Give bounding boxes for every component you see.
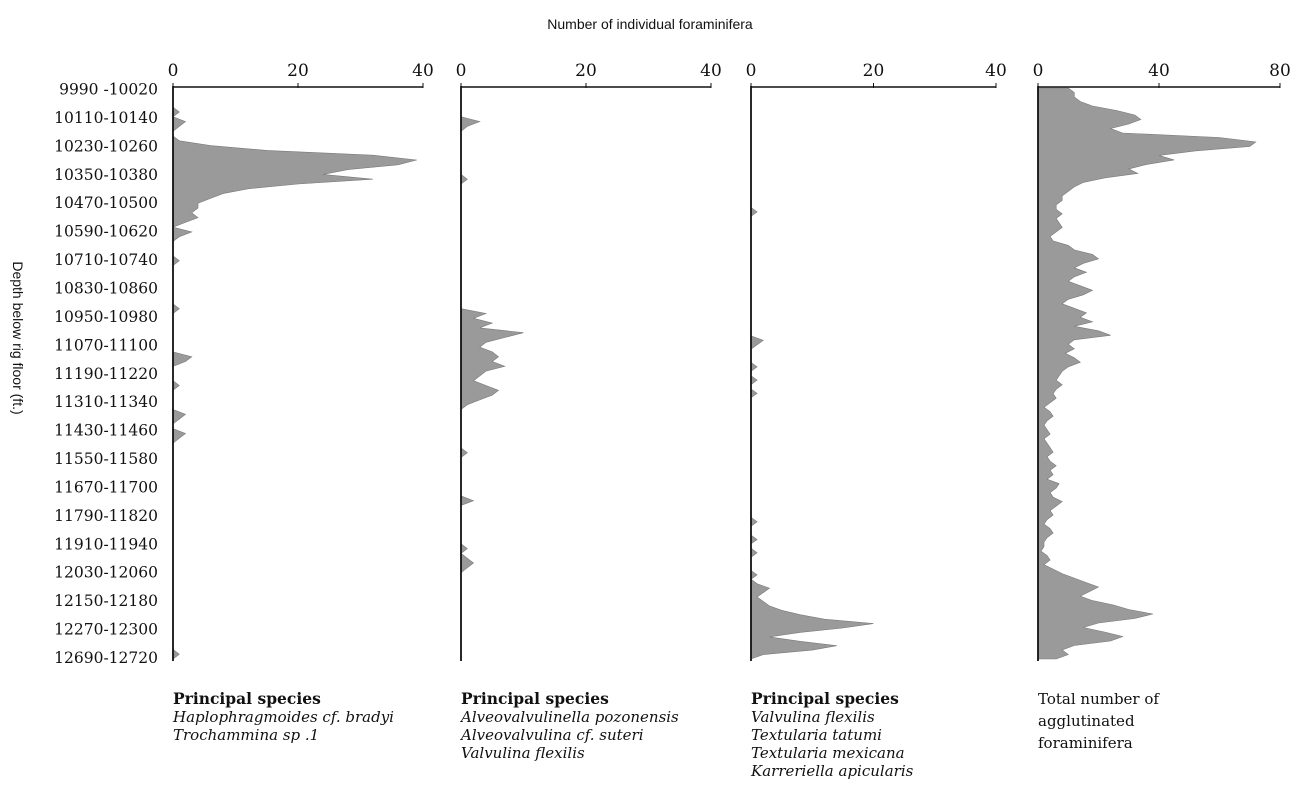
caption-title: Principal species	[461, 689, 609, 708]
depth-label: 10590-10620	[54, 223, 158, 241]
depth-label: 11430-11460	[54, 422, 158, 440]
x-tick-label: 40	[1148, 61, 1170, 81]
abundance-area	[460, 88, 524, 659]
caption-line: Total number of	[1038, 690, 1160, 708]
caption-line: Alveovalvulinella pozonensis	[459, 708, 679, 726]
depth-label: 11550-11580	[54, 450, 158, 468]
depth-label: 12150-12180	[54, 592, 158, 610]
abundance-area	[750, 88, 874, 660]
depth-label: 9990 -10020	[59, 81, 158, 99]
x-tick-label: 0	[168, 61, 179, 81]
x-tick-label: 20	[863, 61, 885, 81]
x-tick-label: 0	[456, 61, 467, 81]
chart-title: Number of individual foraminifera	[547, 16, 753, 32]
x-tick-label: 20	[575, 61, 597, 81]
depth-label: 12270-12300	[54, 621, 158, 639]
x-tick-label: 0	[1033, 61, 1044, 81]
x-tick-label: 0	[746, 61, 757, 81]
x-tick-label: 40	[412, 61, 434, 81]
y-axis-label: Depth below rig floor (ft.)	[10, 261, 26, 414]
caption-line: Valvulina flexilis	[461, 744, 585, 762]
depth-label: 11790-11820	[54, 507, 158, 525]
caption-line: foraminifera	[1038, 734, 1133, 752]
depth-label: 12690-12720	[54, 649, 158, 667]
depth-label: 12030-12060	[54, 564, 158, 582]
caption-line: Haplophragmoides cf. bradyi	[172, 708, 394, 726]
x-tick-label: 20	[287, 61, 309, 81]
caption-line: Textularia mexicana	[751, 744, 905, 762]
depth-label: 10230-10260	[54, 137, 158, 155]
caption-line: Trochammina sp .1	[173, 726, 319, 744]
caption-line: Alveovalvulina cf. suteri	[459, 726, 644, 744]
depth-label: 11670-11700	[54, 478, 158, 496]
depth-label: 10350-10380	[54, 166, 158, 184]
abundance-area	[1037, 87, 1257, 660]
depth-label: 10710-10740	[54, 251, 158, 269]
caption-line: Karreriella apicularis	[750, 762, 914, 780]
depth-labels: 9990 -10020 10110-10140 10230-10260 10350-1…	[54, 81, 158, 668]
depth-label: 11190-11220	[54, 365, 158, 383]
panel-2: 0 20 40 Principal speciesAlveovalvulinella …	[456, 61, 722, 762]
caption-title: Principal species	[751, 689, 899, 708]
abundance-area	[172, 88, 417, 660]
depth-label: 10110-10140	[54, 109, 158, 127]
x-tick-label: 80	[1269, 61, 1291, 81]
depth-label: 11310-11340	[54, 393, 158, 411]
depth-label: 11070-11100	[54, 336, 158, 354]
depth-label: 10830-10860	[54, 279, 158, 297]
caption-title: Principal species	[173, 689, 321, 708]
caption-line: Textularia tatumi	[751, 726, 882, 744]
caption-line: agglutinated	[1038, 712, 1135, 730]
x-tick-label: 40	[985, 61, 1007, 81]
caption-line: Valvulina flexilis	[751, 708, 875, 726]
depth-label: 11910-11940	[54, 535, 158, 553]
depth-label: 10950-10980	[54, 308, 158, 326]
depth-label: 10470-10500	[54, 194, 158, 212]
x-tick-label: 40	[700, 61, 722, 81]
panel-4: 0 40 80 Total number of agglutinated foramini…	[1033, 61, 1291, 752]
